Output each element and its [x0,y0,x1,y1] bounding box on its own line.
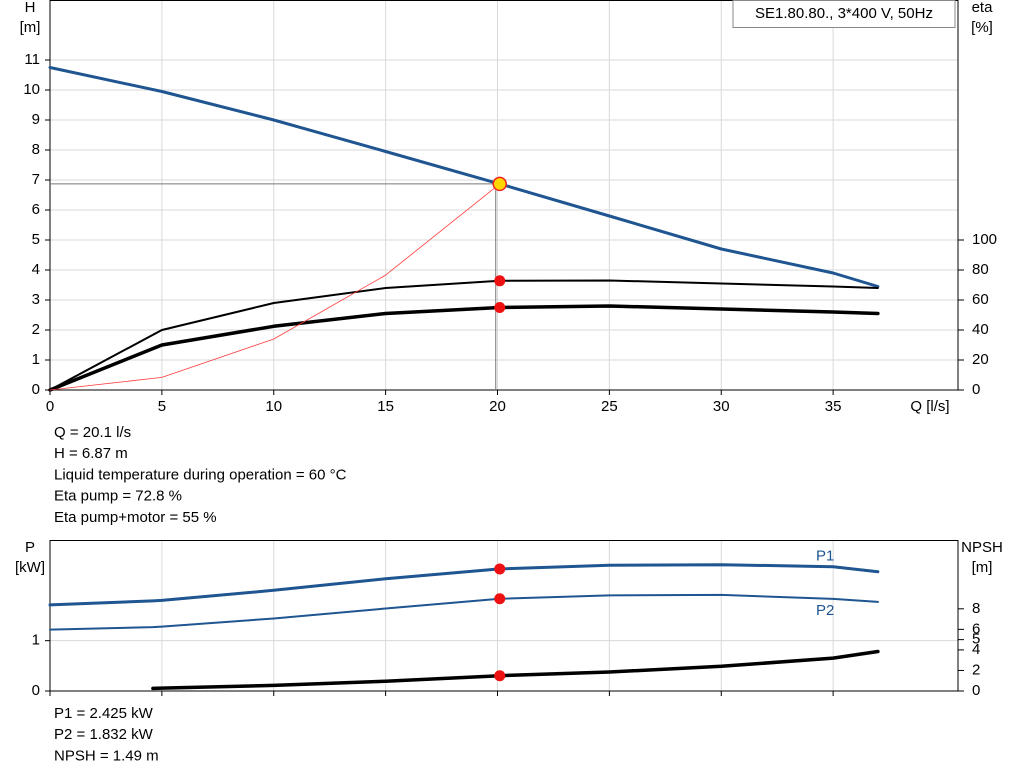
x-tick-label: 0 [46,398,54,415]
operating-point [494,302,506,313]
y2-tick-label: 4 [972,641,980,658]
plot-frame [49,540,959,692]
info-line: P2 = 1.832 kW [54,726,154,743]
info-line: Q = 20.1 l/s [54,424,131,441]
y2-tick-label: 5 [972,631,980,648]
info-line: Eta pump = 72.8 % [54,488,182,505]
info-line: H = 6.87 m [54,445,128,462]
y-tick-label: 7 [32,171,40,188]
y2-tick-label: 60 [972,291,989,308]
y2-tick-label: 40 [972,321,989,338]
y2-tick-label: 2 [972,661,980,678]
y2-axis-label: NPSH [961,539,1003,556]
y-axis-unit: [m] [20,19,41,36]
y2-tick-label: 100 [972,231,997,248]
y-tick-label: 3 [32,291,40,308]
chart-title: SE1.80.80., 3*400 V, 50Hz [755,5,933,22]
y-tick-label: 2 [32,321,40,338]
info-line: Liquid temperature during operation = 60… [54,466,347,483]
y-tick-label: 1 [32,632,40,649]
info-line: NPSH = 1.49 m [54,747,159,764]
y2-axis-unit: [m] [972,559,993,576]
curve [49,183,501,391]
y2-tick-label: 20 [972,351,989,368]
y-axis-label: H [25,0,36,16]
x-tick-label: 35 [825,398,842,415]
plot-frame [49,0,959,391]
y-tick-label: 0 [32,381,40,398]
y2-tick-label: 0 [972,682,980,699]
y-axis-label: P [25,539,35,556]
title-box [732,0,956,28]
x-tick-label: 20 [489,398,506,415]
operating-point [494,275,506,287]
x-tick-label: 5 [158,398,166,415]
y-axis-unit: [kW] [15,559,45,576]
operating-point [494,563,506,575]
y-tick-label: 10 [23,81,40,98]
y2-axis-unit: [%] [971,19,993,36]
x-tick-label: 30 [713,398,730,415]
y-tick-label: 4 [32,261,40,278]
curve [49,593,879,631]
curve [48,563,880,607]
x-tick-label: 25 [601,398,618,415]
y-tick-label: 0 [32,682,40,699]
y-tick-label: 1 [32,351,40,368]
legend-label: P2 [816,602,834,619]
y2-tick-label: 80 [972,261,989,278]
legend-label: P1 [816,548,834,565]
x-tick-label: 15 [377,398,394,415]
y-tick-label: 9 [32,111,40,128]
y2-tick-label: 6 [972,620,980,637]
info-line: P1 = 2.425 kW [54,705,154,722]
operating-point [494,670,506,682]
operating-point [492,176,507,192]
info-line: Eta pump+motor = 55 % [54,509,217,526]
x-axis-label: Q [l/s] [910,398,949,415]
y-tick-label: 11 [24,51,40,68]
x-tick-label: 10 [265,398,282,415]
y2-tick-label: 0 [972,381,980,398]
operating-point [494,593,506,605]
y2-tick-label: 8 [972,600,980,617]
y-tick-label: 6 [32,201,40,218]
y2-axis-label: eta [972,0,994,16]
y-tick-label: 5 [32,231,40,248]
y-tick-label: 8 [32,141,40,158]
